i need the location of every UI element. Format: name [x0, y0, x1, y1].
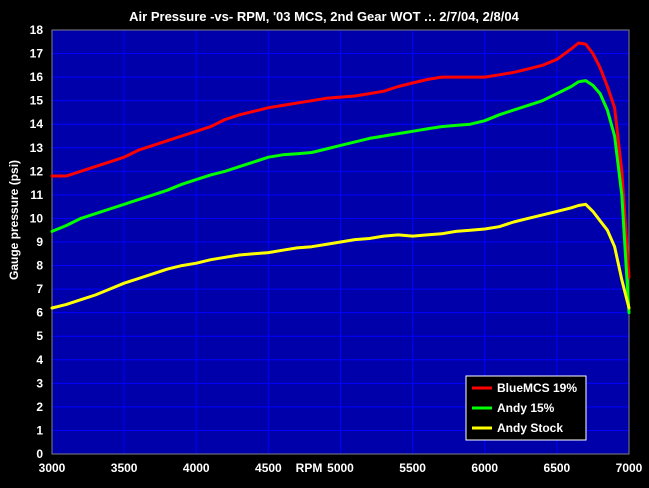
y-tick-label: 12 — [30, 164, 44, 178]
x-tick-label: 3500 — [111, 461, 138, 475]
series-line-1 — [50, 41, 631, 279]
y-tick-label: 14 — [30, 117, 44, 131]
x-tick-label: 4000 — [183, 461, 210, 475]
x-tick-label: 6500 — [544, 461, 571, 475]
y-tick-label: 5 — [36, 329, 43, 343]
series-line-2 — [50, 79, 631, 315]
y-tick-label: 6 — [36, 306, 43, 320]
y-tick-label: 2 — [36, 400, 43, 414]
y-tick-label: 15 — [30, 94, 44, 108]
legend-item-label: BlueMCS 19% — [497, 381, 577, 395]
y-tick-label: 4 — [36, 353, 43, 367]
x-tick-label: 6000 — [471, 461, 498, 475]
y-tick-label: 0 — [36, 447, 43, 461]
x-tick-label: 5500 — [399, 461, 426, 475]
series-line-3 — [50, 202, 631, 310]
y-tick-label: 3 — [36, 376, 43, 390]
x-tick-label: 5000 — [327, 461, 354, 475]
x-tick-label: 3000 — [39, 461, 66, 475]
chart-title: Air Pressure -vs- RPM, '03 MCS, 2nd Gear… — [129, 9, 519, 24]
x-tick-label: 4500 — [255, 461, 282, 475]
x-axis-label: RPM — [296, 461, 323, 475]
y-tick-label: 11 — [30, 188, 43, 202]
y-tick-label: 9 — [36, 235, 43, 249]
legend: BlueMCS 19% Andy 15% Andy Stock — [465, 375, 587, 441]
x-tick-label: 7000 — [616, 461, 643, 475]
x-axis: 3000 3500 4000 4500 5000 5500 6000 6500 7000 — [39, 461, 643, 475]
y-tick-label: 8 — [36, 259, 43, 273]
y-tick-label: 1 — [36, 423, 43, 437]
y-axis-label: Gauge pressure (psi) — [7, 160, 21, 280]
y-tick-label: 13 — [30, 141, 44, 155]
y-tick-label: 7 — [36, 282, 43, 296]
y-tick-label: 17 — [30, 47, 44, 61]
y-tick-label: 18 — [30, 23, 44, 37]
series-layer — [50, 41, 631, 315]
legend-item-label: Andy 15% — [497, 401, 555, 415]
legend-item-label: Andy Stock — [497, 421, 563, 435]
plot-border — [51, 29, 630, 455]
y-tick-label: 10 — [30, 211, 44, 225]
y-tick-label: 16 — [30, 70, 44, 84]
